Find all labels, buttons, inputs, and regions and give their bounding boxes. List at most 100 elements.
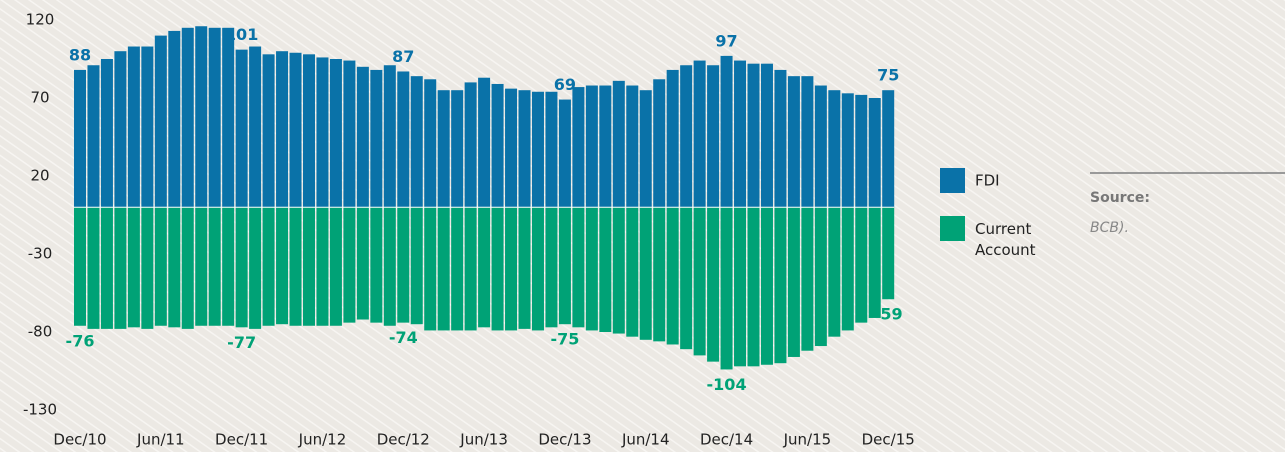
- bar: [195, 207, 208, 326]
- bar: [87, 65, 100, 208]
- value-label: 97: [715, 31, 737, 50]
- bar: [478, 207, 491, 328]
- bar: [181, 207, 194, 329]
- x-tick-label: Jun/11: [136, 431, 185, 449]
- bar: [505, 207, 518, 331]
- legend-swatch: [940, 216, 965, 241]
- bar: [774, 69, 787, 208]
- bar: [518, 90, 531, 208]
- bar: [666, 69, 679, 208]
- bar: [612, 207, 625, 334]
- bar: [707, 65, 720, 208]
- bar: [814, 207, 827, 347]
- x-tick-label: Jun/12: [298, 431, 347, 449]
- bar: [168, 30, 181, 208]
- value-label: 69: [554, 75, 576, 94]
- bar: [760, 63, 773, 208]
- bar: [208, 27, 221, 208]
- bar: [680, 207, 693, 350]
- bar: [814, 85, 827, 208]
- y-tick-label: 120: [26, 11, 55, 29]
- y-tick-label: -30: [28, 245, 53, 263]
- bar: [302, 54, 315, 208]
- bar: [329, 59, 342, 208]
- bar: [464, 82, 477, 208]
- bar: [343, 60, 356, 208]
- value-label: 88: [69, 45, 91, 64]
- bar: [545, 91, 558, 208]
- bar: [127, 46, 140, 208]
- bar: [531, 207, 544, 331]
- bar: [329, 207, 342, 326]
- value-label: 87: [392, 47, 414, 66]
- bar: [249, 46, 262, 208]
- x-tick-label: Dec/10: [53, 431, 106, 449]
- y-tick-label: -80: [28, 323, 53, 341]
- bar: [787, 207, 800, 357]
- bar: [720, 55, 733, 208]
- value-label: -59: [874, 305, 903, 324]
- source-text: BCB).: [1090, 220, 1129, 236]
- bar: [626, 207, 639, 337]
- bar: [302, 207, 315, 326]
- bar: [383, 207, 396, 326]
- bar: [168, 207, 181, 328]
- bar: [276, 207, 289, 325]
- bar: [74, 207, 86, 326]
- bar: [760, 207, 773, 365]
- bar: [639, 90, 652, 208]
- bar: [693, 207, 706, 356]
- bar: [154, 35, 167, 208]
- bar: [787, 76, 800, 208]
- bar: [855, 207, 868, 323]
- bar: [114, 207, 127, 329]
- bar: [356, 66, 369, 208]
- bar: [424, 207, 437, 331]
- bar: [370, 69, 383, 208]
- bar: [451, 90, 464, 208]
- x-tick-label: Dec/12: [377, 431, 430, 449]
- bar: [397, 71, 410, 208]
- bar: [316, 57, 329, 208]
- value-label: -77: [227, 333, 256, 352]
- bar: [478, 77, 491, 208]
- x-tick-label: Jun/15: [783, 431, 832, 449]
- bar: [585, 85, 598, 208]
- bar: [558, 207, 571, 325]
- bar: [841, 207, 854, 331]
- bar: [518, 207, 531, 329]
- bar: [74, 69, 86, 208]
- bar: [397, 207, 410, 323]
- bar: [666, 207, 679, 345]
- bar: [316, 207, 329, 326]
- bar: [491, 83, 504, 208]
- bar: [289, 52, 302, 208]
- bar: [801, 207, 814, 351]
- x-tick-label: Dec/15: [862, 431, 915, 449]
- bar: [356, 207, 369, 320]
- bar: [626, 85, 639, 208]
- bar: [410, 207, 423, 325]
- bar: [707, 207, 720, 362]
- y-tick-label: 20: [30, 167, 49, 185]
- bar: [141, 46, 154, 208]
- bar: [410, 76, 423, 208]
- bar: [222, 27, 235, 208]
- bar: [653, 207, 666, 342]
- bar: [531, 91, 544, 208]
- bar: [235, 49, 248, 208]
- bar: [720, 207, 733, 370]
- x-tick-label: Dec/13: [538, 431, 591, 449]
- x-tick-label: Dec/14: [700, 431, 753, 449]
- x-tick-label: Jun/13: [459, 431, 508, 449]
- bar: [841, 93, 854, 208]
- bar: [208, 207, 221, 326]
- bar: [572, 207, 585, 328]
- value-label: 75: [877, 66, 899, 85]
- x-tick-label: Dec/11: [215, 431, 268, 449]
- bar: [558, 99, 571, 208]
- bar: [882, 207, 895, 300]
- bar: [693, 60, 706, 208]
- bar: [599, 207, 612, 332]
